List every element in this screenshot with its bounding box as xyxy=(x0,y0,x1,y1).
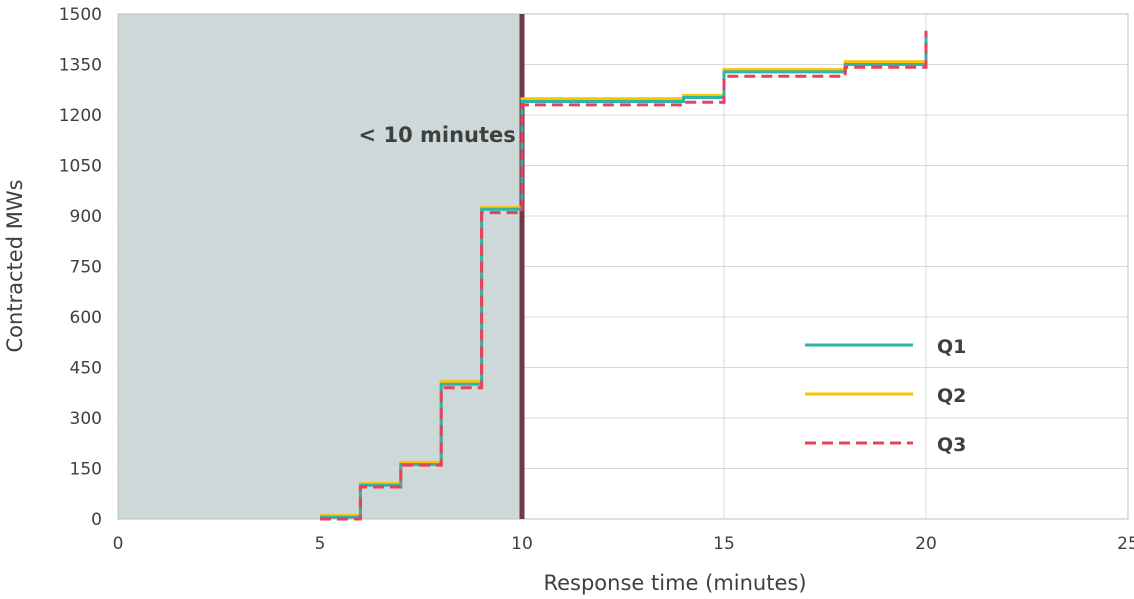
legend-label-q2: Q2 xyxy=(937,385,966,407)
plot-area-border xyxy=(117,13,1129,520)
x-tick-label: 5 xyxy=(315,534,326,554)
x-tick-label: 15 xyxy=(713,534,735,554)
legend-label-q1: Q1 xyxy=(937,336,966,358)
legend-label-q3: Q3 xyxy=(937,434,966,456)
y-tick-label: 450 xyxy=(70,359,102,379)
x-tick-label: 20 xyxy=(915,534,937,554)
y-tick-label: 1500 xyxy=(59,5,102,25)
y-tick-label: 0 xyxy=(91,510,102,530)
y-axis-title: Contracted MWs xyxy=(3,179,27,352)
y-tick-label: 750 xyxy=(70,258,102,278)
x-tick-label: 0 xyxy=(113,534,124,554)
y-tick-label: 1050 xyxy=(59,157,102,177)
y-tick-label: 300 xyxy=(70,409,102,429)
y-tick-label: 1200 xyxy=(59,106,102,126)
x-tick-label: 10 xyxy=(511,534,533,554)
y-tick-label: 150 xyxy=(70,460,102,480)
x-axis-title: Response time (minutes) xyxy=(543,571,806,595)
x-tick-label: 25 xyxy=(1117,534,1134,554)
y-tick-label: 900 xyxy=(70,207,102,227)
shaded-region-annotation: < 10 minutes xyxy=(359,123,516,147)
y-tick-label: 1350 xyxy=(59,56,102,76)
series-line-q3 xyxy=(320,30,928,521)
y-tick-label: 600 xyxy=(70,308,102,328)
